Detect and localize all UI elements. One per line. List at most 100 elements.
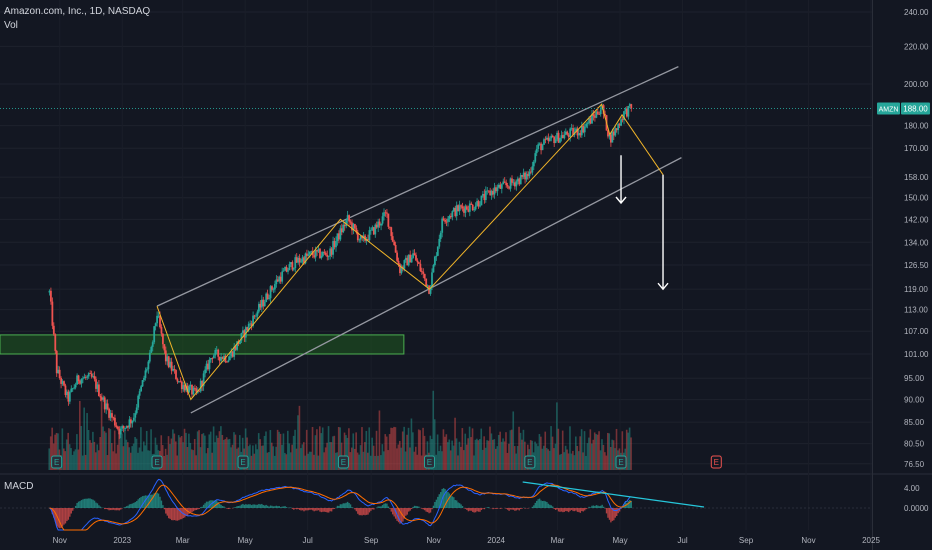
candle bbox=[447, 215, 449, 227]
volume-bar bbox=[477, 440, 480, 470]
earnings-badge bbox=[524, 455, 536, 469]
macd-histogram-bar bbox=[437, 496, 439, 508]
candle bbox=[489, 187, 492, 196]
volume-bar bbox=[269, 430, 272, 470]
macd-histogram-bar bbox=[264, 505, 266, 508]
volume-bar bbox=[201, 434, 203, 470]
candle bbox=[256, 309, 259, 320]
candle-body bbox=[535, 148, 538, 154]
candle-body bbox=[314, 249, 317, 258]
macd-histogram-bar bbox=[349, 504, 352, 508]
volume-bar bbox=[362, 451, 365, 470]
macd-histogram-bar bbox=[461, 506, 464, 508]
volume-bar bbox=[442, 429, 445, 470]
macd-histogram-bar bbox=[341, 504, 343, 508]
candle-body bbox=[461, 206, 464, 209]
macd-histogram-bar bbox=[300, 508, 302, 511]
candle bbox=[204, 366, 206, 378]
candle-body bbox=[298, 257, 301, 263]
candle-body bbox=[205, 363, 208, 370]
x-tick-label: Sep bbox=[739, 536, 754, 545]
candle bbox=[516, 176, 519, 185]
candle bbox=[112, 416, 115, 421]
earnings-letter: E bbox=[341, 458, 346, 467]
candle bbox=[595, 110, 598, 119]
candle-body bbox=[86, 376, 89, 378]
candle bbox=[518, 177, 521, 187]
price-axis[interactable]: 240.00220.00200.00180.00170.00158.00150.… bbox=[904, 8, 929, 513]
candle-body bbox=[100, 397, 103, 400]
candle bbox=[415, 252, 417, 261]
volume-bar bbox=[90, 442, 93, 470]
candle-body bbox=[96, 384, 99, 389]
candle-body bbox=[83, 376, 86, 379]
macd-histogram-bar bbox=[204, 503, 206, 508]
candle bbox=[118, 426, 121, 439]
candle bbox=[274, 280, 276, 293]
macd-histogram-bar bbox=[314, 508, 317, 511]
candle-body bbox=[374, 224, 377, 235]
volume-bar bbox=[391, 428, 394, 470]
candle bbox=[111, 410, 113, 422]
macd-histogram-bar bbox=[552, 506, 554, 508]
candle bbox=[103, 395, 106, 413]
candle-body bbox=[563, 134, 566, 139]
earnings-badge bbox=[51, 455, 63, 469]
candle-body bbox=[419, 263, 422, 272]
macd-histogram-bar bbox=[66, 508, 68, 522]
candle bbox=[502, 178, 505, 185]
macd-histogram-bar bbox=[338, 505, 340, 508]
volume-bar bbox=[102, 426, 104, 470]
candle bbox=[50, 287, 52, 305]
candle-body bbox=[551, 135, 554, 138]
candle bbox=[250, 320, 253, 331]
candle-body bbox=[116, 426, 119, 429]
volume-bar bbox=[223, 439, 225, 470]
macd-histogram-bar bbox=[405, 508, 407, 516]
volume-bar bbox=[369, 455, 372, 470]
candle bbox=[188, 384, 190, 393]
macd-histogram-bar bbox=[515, 508, 518, 511]
candle-body bbox=[378, 221, 381, 226]
candle-body bbox=[598, 113, 601, 115]
volume-bar bbox=[611, 439, 613, 470]
macd-histogram-bar bbox=[90, 499, 93, 508]
candle bbox=[134, 410, 137, 423]
candle-body bbox=[425, 278, 428, 287]
candle-body bbox=[460, 205, 462, 207]
volume-bar bbox=[228, 438, 231, 470]
volume-bar bbox=[288, 443, 291, 470]
volume-bar bbox=[266, 452, 269, 470]
macd-histogram-bar bbox=[361, 508, 363, 516]
volume-bar bbox=[214, 442, 216, 470]
candle bbox=[167, 355, 170, 369]
volume-bar bbox=[378, 410, 381, 470]
candle bbox=[178, 381, 180, 384]
volume-bar bbox=[76, 434, 78, 470]
candle-body bbox=[290, 262, 292, 265]
candle-body bbox=[368, 230, 371, 241]
candle bbox=[551, 134, 554, 138]
candle bbox=[470, 201, 473, 205]
macd-histogram-bar bbox=[157, 493, 160, 508]
candle bbox=[258, 301, 260, 314]
time-axis[interactable]: Nov 2023 Mar May Jul Sep Nov 2024 Mar May Jul Sep No… bbox=[53, 536, 881, 545]
candle bbox=[132, 413, 135, 422]
candle-body bbox=[416, 260, 419, 263]
candle-body bbox=[423, 273, 426, 279]
volume-bar bbox=[154, 437, 157, 470]
candle-body bbox=[285, 266, 288, 272]
candle bbox=[503, 177, 506, 184]
candle-body bbox=[595, 111, 598, 118]
candle-body bbox=[346, 215, 349, 221]
signal-line bbox=[49, 484, 632, 531]
candle bbox=[585, 121, 588, 129]
macd-histogram-bar bbox=[268, 506, 270, 508]
volume-bar bbox=[579, 436, 581, 470]
macd-histogram-bar bbox=[473, 508, 475, 513]
macd-histogram-bar bbox=[208, 500, 211, 508]
candle-body bbox=[575, 128, 577, 132]
macd-histogram-bar bbox=[98, 505, 100, 508]
candle-body bbox=[352, 224, 355, 231]
